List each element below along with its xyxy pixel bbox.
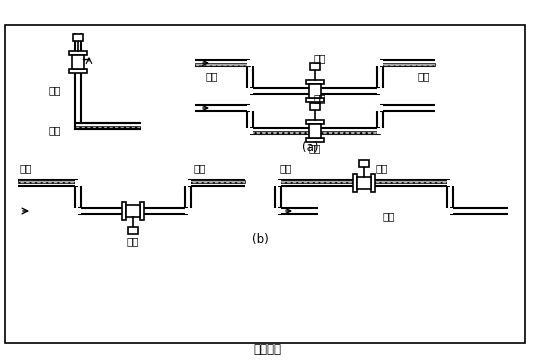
Bar [306,120,324,124]
Text: 气泡: 气泡 [280,163,293,173]
Bar [309,84,321,98]
Bar [377,88,383,94]
Bar [188,180,245,183]
Bar [122,202,126,220]
Text: 液体: 液体 [309,143,321,153]
Bar [357,177,371,189]
Bar [306,80,324,84]
Bar [18,180,78,183]
Bar [371,174,375,192]
Bar [5,25,525,343]
Bar [447,180,453,186]
Bar [353,174,357,192]
Bar [185,208,191,214]
Bar [250,131,380,134]
Bar [69,51,87,55]
Text: 气泡: 气泡 [193,163,206,173]
Text: 错误: 错误 [383,211,395,221]
Bar [185,180,191,186]
Text: 气泡: 气泡 [376,163,389,173]
Bar [275,180,281,186]
Text: (b): (b) [252,233,269,246]
Bar [73,34,83,41]
Bar [447,208,453,214]
Bar [377,105,383,111]
Bar [75,208,81,214]
Bar [247,88,253,94]
Bar [75,123,81,129]
Text: 液体: 液体 [417,71,430,81]
Bar [306,98,324,102]
Text: 液体: 液体 [205,71,217,81]
Text: 液体: 液体 [49,125,61,135]
Text: 错误: 错误 [314,93,326,103]
Bar [247,60,253,66]
Bar [380,63,435,66]
Bar [310,63,320,70]
Bar [275,208,281,214]
Bar [310,103,320,110]
Bar [126,205,140,217]
Bar [306,138,324,142]
Bar [69,69,87,73]
Text: 气泡: 气泡 [20,163,33,173]
Bar [377,128,383,134]
Bar [140,202,144,220]
Text: (a): (a) [302,141,318,154]
Text: 图（四）: 图（四） [253,343,281,356]
Bar [377,60,383,66]
Bar [128,227,138,234]
Bar [359,160,369,167]
Bar [195,63,250,66]
Bar [75,126,140,129]
Text: 正确: 正确 [314,53,326,63]
Bar [72,55,84,69]
Bar [309,124,321,138]
Bar [75,180,81,186]
Bar [247,105,253,111]
Text: 正确: 正确 [127,236,139,246]
Bar [247,128,253,134]
Bar [278,180,450,183]
Text: 正确: 正确 [49,85,61,95]
